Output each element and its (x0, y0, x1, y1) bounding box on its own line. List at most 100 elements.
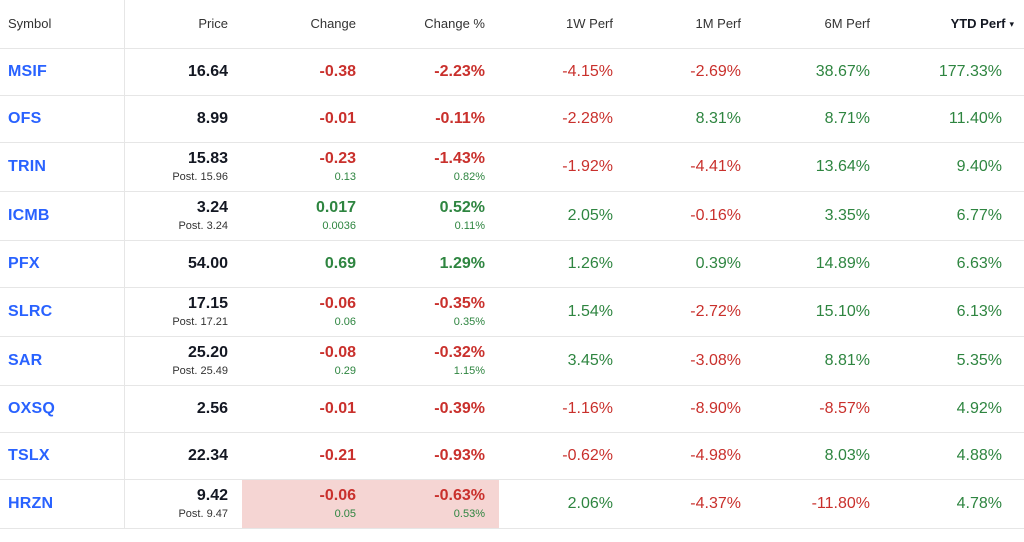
header-ytd-perf-label: YTD Perf (950, 16, 1006, 32)
perf-ytd-value: 6.13% (956, 302, 1002, 320)
change-cell: -0.06 0.06 (242, 287, 370, 336)
perf-ytd-value: 4.88% (956, 446, 1002, 464)
symbol-cell: OFS (0, 95, 125, 142)
symbol-link[interactable]: OXSQ (8, 399, 56, 417)
header-symbol[interactable]: Symbol (0, 0, 125, 49)
symbol-link[interactable]: SLRC (8, 302, 53, 320)
perf-6m-value: -11.80% (811, 494, 870, 512)
perf-1m-value: -2.72% (690, 302, 741, 320)
change-pct-value: 0.52% (439, 198, 485, 216)
symbol-link[interactable]: HRZN (8, 494, 54, 512)
change-pct-cell: -0.32% 1.15% (370, 336, 499, 385)
symbol-link[interactable]: TRIN (8, 157, 47, 175)
price-value: 16.64 (187, 62, 228, 80)
symbol-cell: SLRC (0, 287, 125, 336)
price-value: 3.24 (196, 198, 228, 216)
price-value: 2.56 (196, 399, 228, 417)
post-market-change: 0.06 (334, 315, 356, 328)
post-market-price: Post. 17.21 (172, 315, 228, 328)
header-change-pct[interactable]: Change % (370, 0, 499, 49)
post-market-change: 0.29 (334, 364, 356, 377)
sort-descending-icon: ▾ (1009, 19, 1014, 30)
symbol-link[interactable]: OFS (8, 109, 42, 127)
symbol-cell: TRIN (0, 142, 125, 191)
header-6m-perf[interactable]: 6M Perf (755, 0, 884, 49)
stock-screener-table: Symbol Price Change Change % 1W Perf 1M … (0, 0, 1024, 528)
price-value: 17.15 (187, 294, 228, 312)
price-cell: 9.42 Post. 9.47 (124, 479, 242, 528)
post-market-price: Post. 15.96 (172, 170, 228, 183)
perf-6m-value: 8.03% (824, 446, 870, 464)
header-ytd-perf[interactable]: YTD Perf ▾ (884, 0, 1024, 49)
price-cell: 22.34 (124, 432, 242, 479)
table-row[interactable]: ICMB 3.24 Post. 3.24 0.017 0.0036 0.52% 0.11% 2… (0, 191, 1024, 240)
change-value: -0.38 (319, 62, 356, 80)
header-1m-perf[interactable]: 1M Perf (627, 0, 755, 49)
price-value: 25.20 (187, 343, 228, 361)
perf-1m-value: -4.37% (690, 494, 741, 512)
table-row[interactable]: MSIF 16.64 -0.38 -2.23% -4.15% -2.69% 38.67% 17… (0, 48, 1024, 95)
perf-1w-value: 2.06% (567, 494, 613, 512)
table-row[interactable]: SAR 25.20 Post. 25.49 -0.08 0.29 -0.32% 1.15% 3… (0, 336, 1024, 385)
table-row[interactable]: TSLX 22.34 -0.21 -0.93% -0.62% -4.98% 8.03% 4.8… (0, 432, 1024, 479)
perf-6m-value: 14.89% (815, 254, 870, 272)
perf-1w-value: -1.16% (562, 399, 613, 417)
post-market-price: Post. 25.49 (172, 364, 228, 377)
change-pct-value: 1.29% (439, 254, 485, 272)
post-market-price: Post. 3.24 (178, 219, 228, 232)
post-market-change-pct: 0.35% (453, 315, 485, 328)
post-market-change-pct: 0.11% (454, 219, 485, 232)
change-pct-cell: -2.23% (370, 48, 499, 95)
price-cell: 8.99 (124, 95, 242, 142)
price-value: 15.83 (187, 149, 228, 167)
perf-ytd-value: 6.63% (956, 254, 1002, 272)
change-value: -0.08 (319, 343, 356, 361)
change-cell: -0.08 0.29 (242, 336, 370, 385)
header-price[interactable]: Price (124, 0, 242, 49)
symbol-link[interactable]: ICMB (8, 206, 50, 224)
perf-1m-value: 0.39% (695, 254, 741, 272)
perf-1w-value: -4.15% (562, 62, 613, 80)
change-cell: -0.01 (242, 95, 370, 142)
symbol-link[interactable]: SAR (8, 351, 43, 369)
table-row[interactable]: OFS 8.99 -0.01 -0.11% -2.28% 8.31% 8.71% 11.40% (0, 95, 1024, 142)
price-cell: 17.15 Post. 17.21 (124, 287, 242, 336)
table-row[interactable]: SLRC 17.15 Post. 17.21 -0.06 0.06 -0.35% 0.35%… (0, 287, 1024, 336)
price-cell: 16.64 (124, 48, 242, 95)
symbol-link[interactable]: MSIF (8, 62, 48, 80)
table-row[interactable]: PFX 54.00 0.69 1.29% 1.26% 0.39% 14.89% 6.63% (0, 240, 1024, 287)
change-pct-cell: -1.43% 0.82% (370, 142, 499, 191)
symbol-cell: HRZN (0, 479, 125, 528)
change-cell: -0.38 (242, 48, 370, 95)
table-row[interactable]: TRIN 15.83 Post. 15.96 -0.23 0.13 -1.43% 0.82%… (0, 142, 1024, 191)
change-pct-value: -0.32% (434, 343, 485, 361)
change-cell: 0.017 0.0036 (242, 191, 370, 240)
change-pct-value: -0.39% (434, 399, 485, 417)
table-row[interactable]: HRZN 9.42 Post. 9.47 -0.06 0.05 -0.63% 0.53% 2.… (0, 479, 1024, 528)
table-row[interactable]: OXSQ 2.56 -0.01 -0.39% -1.16% -8.90% -8.57% 4.9… (0, 385, 1024, 432)
post-market-change: 0.0036 (322, 219, 356, 232)
perf-ytd-value: 5.35% (956, 351, 1002, 369)
perf-1m-value: -4.41% (690, 157, 741, 175)
change-value: 0.017 (315, 198, 356, 216)
perf-6m-value: 8.81% (824, 351, 870, 369)
change-cell: 0.69 (242, 240, 370, 287)
symbol-link[interactable]: TSLX (8, 446, 50, 464)
perf-ytd-value: 177.33% (938, 62, 1002, 80)
symbol-cell: SAR (0, 336, 125, 385)
header-1w-perf[interactable]: 1W Perf (499, 0, 627, 49)
perf-6m-value: 3.35% (824, 206, 870, 224)
change-value: -0.23 (319, 149, 356, 167)
header-row: Symbol Price Change Change % 1W Perf 1M … (0, 0, 1024, 49)
symbol-link[interactable]: PFX (8, 254, 40, 272)
header-change[interactable]: Change (242, 0, 370, 49)
change-pct-cell: 0.52% 0.11% (370, 191, 499, 240)
change-pct-cell: -0.63% 0.53% (370, 479, 499, 528)
perf-1m-value: 8.31% (695, 109, 741, 127)
perf-1w-value: -0.62% (562, 446, 613, 464)
perf-1m-value: -2.69% (690, 62, 741, 80)
change-pct-value: -0.35% (434, 294, 485, 312)
change-cell: -0.21 (242, 432, 370, 479)
price-cell: 54.00 (124, 240, 242, 287)
table-body: MSIF 16.64 -0.38 -2.23% -4.15% -2.69% 38.67% 17… (0, 48, 1024, 528)
